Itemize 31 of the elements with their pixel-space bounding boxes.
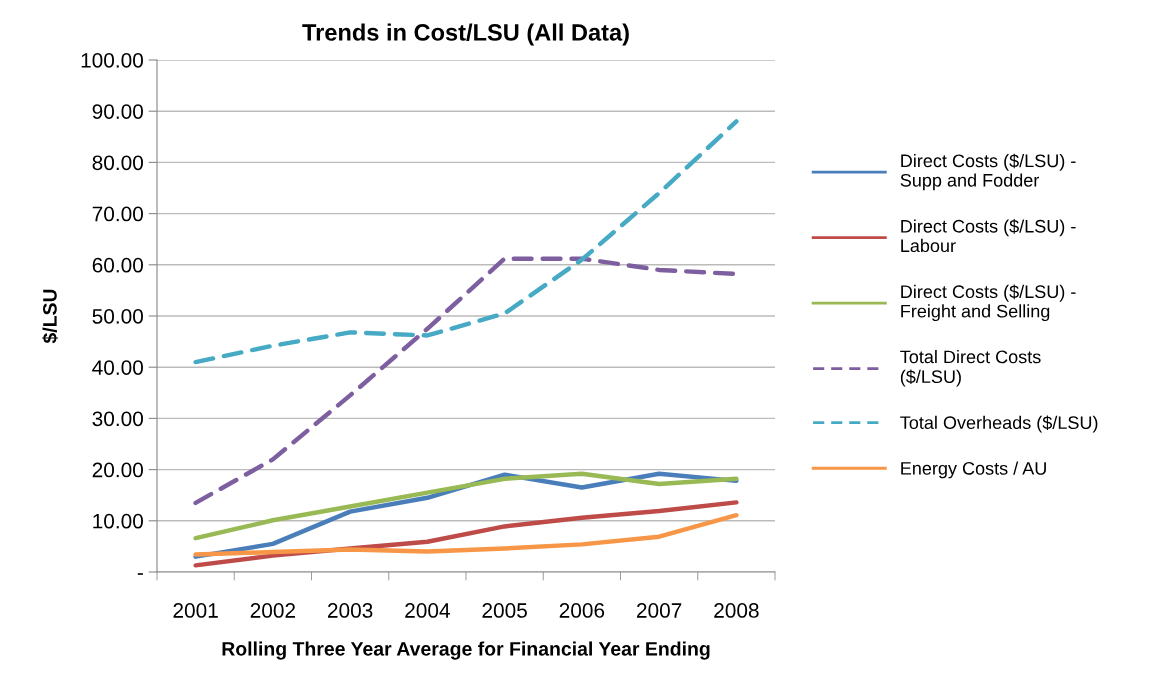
y-tick-label: 80.00	[92, 155, 143, 171]
x-tick-label: 2006	[559, 603, 605, 618]
legend-label: Direct Costs ($/LSU) - Labour	[901, 219, 1076, 253]
line-series	[193, 512, 739, 557]
legend-label: Energy Costs / AU	[901, 461, 1046, 479]
x-tick-label: 2004	[405, 603, 450, 618]
y-tick-label: 50.00	[92, 309, 143, 324]
chart-title: Trends in Cost/LSU (All Data)	[302, 23, 629, 46]
line-series	[193, 119, 739, 365]
x-tick-label: 2005	[482, 603, 527, 618]
y-tick-label: 10.00	[93, 513, 143, 529]
line-series	[193, 471, 739, 541]
x-tick-label: 2001	[173, 603, 218, 618]
x-tick-label: 2003	[328, 603, 373, 618]
y-tick-label: 90.00	[92, 104, 143, 119]
x-tick-label: 2007	[637, 603, 682, 618]
y-tick-label: 40.00	[92, 360, 143, 375]
y-tick-label: 60.00	[92, 257, 143, 273]
legend-label: Direct Costs ($/LSU) - Supp and Fodder	[900, 153, 1076, 191]
y-tick-label: 30.00	[92, 411, 143, 427]
y-tick-label: -	[137, 573, 143, 575]
x-axis-title: Rolling Three Year Average for Financial Year Ending	[222, 641, 710, 660]
legend-label: Total Overheads ($/LSU)	[900, 415, 1098, 433]
legend-label: Direct Costs ($/LSU) - Freight and Selling	[901, 284, 1076, 322]
y-tick-label: 70.00	[92, 206, 143, 222]
x-tick-label: 2008	[714, 603, 759, 618]
x-tick-label: 2002	[250, 603, 295, 618]
y-tick-label: 20.00	[92, 462, 143, 478]
y-axis-title: $/LSU	[42, 289, 59, 344]
legend-label: Total Direct Costs ($/LSU)	[900, 350, 1041, 387]
y-tick-label: 100.00	[81, 53, 143, 68]
